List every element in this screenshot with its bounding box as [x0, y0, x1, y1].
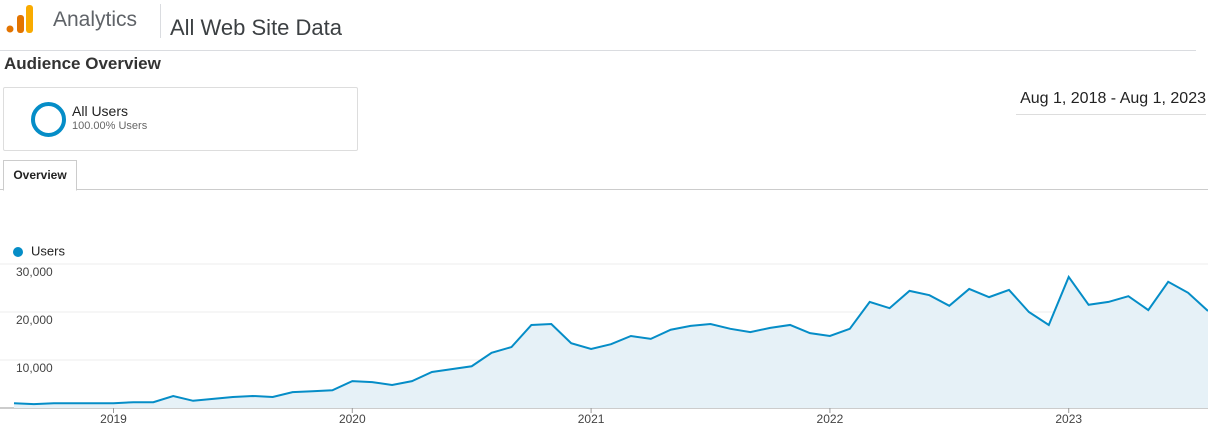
- tab-rule: [0, 189, 1208, 190]
- y-tick-label: 30,000: [16, 265, 53, 279]
- legend-marker: [13, 247, 23, 257]
- logo: [6, 5, 33, 33]
- product-name: Analytics: [53, 8, 138, 31]
- line: [13, 274, 1208, 406]
- area: [14, 276, 1208, 408]
- tab[interactable]: Overview: [3, 160, 77, 191]
- legend-label: Users: [31, 243, 65, 258]
- x-tick-label: 2019: [100, 412, 127, 426]
- x-tick-label: 2023: [1055, 412, 1082, 426]
- x-tick-label: 2022: [817, 412, 844, 426]
- x-tick-label: 2020: [339, 412, 366, 426]
- divider: [160, 4, 161, 38]
- page-title: Audience Overview: [4, 54, 161, 73]
- segment-icon: [31, 102, 66, 137]
- x-tick-label: 2021: [578, 412, 605, 426]
- view-name[interactable]: All Web Site Data: [170, 15, 343, 40]
- y-tick-label: 20,000: [16, 313, 53, 327]
- date-range[interactable]: Aug 1, 2018 - Aug 1, 2023: [1016, 90, 1206, 115]
- segment-detail: 100.00% Users: [72, 120, 148, 132]
- segment-card[interactable]: All Users 100.00% Users: [3, 87, 358, 151]
- segment-name: All Users: [72, 103, 129, 119]
- y-tick-label: 10,000: [16, 361, 53, 375]
- header-rule: [0, 50, 1196, 51]
